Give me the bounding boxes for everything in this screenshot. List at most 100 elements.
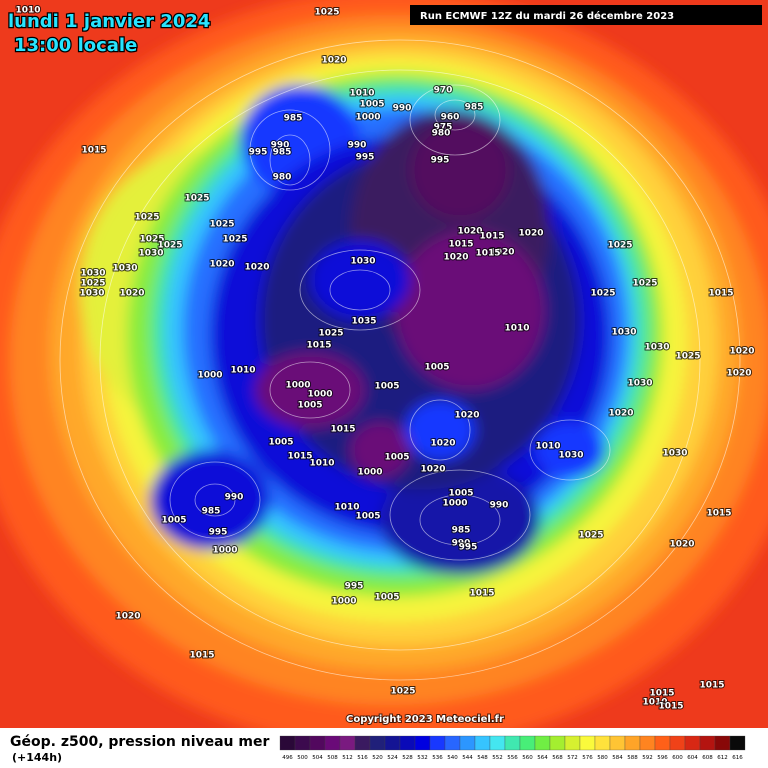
isobar-label: 1025: [222, 235, 247, 245]
isobar-label: 1025: [318, 329, 343, 339]
isobar-label: 990: [490, 501, 509, 511]
colorbar-label: 508: [327, 755, 338, 761]
isobar-label: 1015: [287, 452, 312, 462]
isobar-label: 1025: [607, 241, 632, 251]
isobar-label: 980: [432, 129, 451, 139]
isobar-label: 1015: [658, 702, 683, 712]
isobar-label: 1015: [706, 509, 731, 519]
isobar-label: 1010: [535, 442, 560, 452]
isobar-label: 1015: [448, 240, 473, 250]
isobar-label: 1020: [729, 347, 754, 357]
isobar-label: 995: [431, 156, 450, 166]
lead-time: (+144h): [12, 751, 62, 764]
colorbar-label: 612: [717, 755, 728, 761]
isobar-label: 1010: [504, 324, 529, 334]
colorbar-label: 496: [282, 755, 293, 761]
isobar-label: 1000: [212, 546, 237, 556]
colorbar-swatch: [369, 735, 386, 751]
colorbar-label: 600: [672, 755, 683, 761]
isobar-label: 990: [393, 104, 412, 114]
colorbar-swatch: [474, 735, 491, 751]
isobar-label: 995: [459, 543, 478, 553]
isobar-label: 1030: [80, 269, 105, 279]
isobar-label: 995: [209, 528, 228, 538]
colorbar-swatch: [534, 735, 551, 751]
isobar-label: 1015: [189, 651, 214, 661]
isobar-label: 1025: [209, 220, 234, 230]
isobar-label: 1020: [244, 263, 269, 273]
isobar-label: 1020: [726, 369, 751, 379]
isobar-label: 1025: [578, 531, 603, 541]
isobar-label: 1030: [627, 379, 652, 389]
colorbar-swatch: [609, 735, 626, 751]
isobar-label: 1030: [662, 449, 687, 459]
isobar-label: 1025: [80, 279, 105, 289]
isobar-label: 995: [345, 582, 364, 592]
colorbar-label: 516: [357, 755, 368, 761]
colorbar-label: 596: [657, 755, 668, 761]
colorbar-swatch: [654, 735, 671, 751]
isobar-label: 1010: [309, 459, 334, 469]
isobar-label: 1030: [611, 328, 636, 338]
time-title: 13:00 locale: [14, 35, 137, 56]
isobar-label: 1025: [390, 687, 415, 697]
isobar-label: 1005: [384, 453, 409, 463]
isobar-label: 1010: [15, 6, 40, 16]
isobar-label: 1015: [306, 341, 331, 351]
isobar-label: 1020: [430, 439, 455, 449]
colorbar-swatch: [729, 735, 746, 751]
isobar-label: 1000: [442, 499, 467, 509]
isobar-label: 1025: [314, 8, 339, 18]
colorbar-swatch: [714, 735, 731, 751]
isobar-label: 1015: [469, 589, 494, 599]
isobar-label: 995: [249, 148, 268, 158]
isobar-label: 1020: [321, 56, 346, 66]
colorbar-label: 592: [642, 755, 653, 761]
colorbar-label: 604: [687, 755, 698, 761]
colorbar-swatch: [489, 735, 506, 751]
isobar-label: 1020: [457, 227, 482, 237]
colorbar-label: 512: [342, 755, 353, 761]
isobar-label: 1015: [479, 232, 504, 242]
colorbar-label: 572: [567, 755, 578, 761]
isobar-label: 1005: [161, 516, 186, 526]
isobar-label: 990: [348, 141, 367, 151]
isobar-label: 985: [202, 507, 221, 517]
colorbar-label: 536: [432, 755, 443, 761]
isobar-label: 960: [441, 113, 460, 123]
colorbar-label: 504: [312, 755, 323, 761]
colorbar-swatch: [684, 735, 701, 751]
isobar-label: 975: [434, 123, 453, 133]
colorbar-swatch: [354, 735, 371, 751]
isobar-label: 1020: [443, 253, 468, 263]
isobar-label: 1005: [359, 100, 384, 110]
isobar-label: 1010: [334, 503, 359, 513]
isobar-label: 1015: [699, 681, 724, 691]
run-label: Run ECMWF 12Z du mardi 26 décembre 2023: [420, 10, 674, 22]
isobar-label: 1015: [708, 289, 733, 299]
colorbar-label: 568: [552, 755, 563, 761]
colorbar-swatch: [459, 735, 476, 751]
colorbar-label: 584: [612, 755, 623, 761]
isobar-label: 1000: [355, 113, 380, 123]
colorbar-swatch: [294, 735, 311, 751]
isobar-label: 995: [356, 153, 375, 163]
isobar-label: 1020: [115, 612, 140, 622]
isobar-label: 1025: [184, 194, 209, 204]
colorbar-swatch: [594, 735, 611, 751]
colorbar-swatch: [384, 735, 401, 751]
colorbar-label: 548: [477, 755, 488, 761]
isobar-label: 1030: [558, 451, 583, 461]
isobar-label: 1020: [454, 411, 479, 421]
colorbar-swatch: [429, 735, 446, 751]
date-title: lundi 1 janvier 2024: [8, 11, 210, 32]
isobar-label: 1005: [374, 593, 399, 603]
isobar-label: 1025: [134, 213, 159, 223]
isobar-label: 1010: [349, 89, 374, 99]
isobar-label: 1030: [112, 264, 137, 274]
isobar-label: 1030: [79, 289, 104, 299]
legend-title: Géop. z500, pression niveau mer: [10, 734, 269, 750]
